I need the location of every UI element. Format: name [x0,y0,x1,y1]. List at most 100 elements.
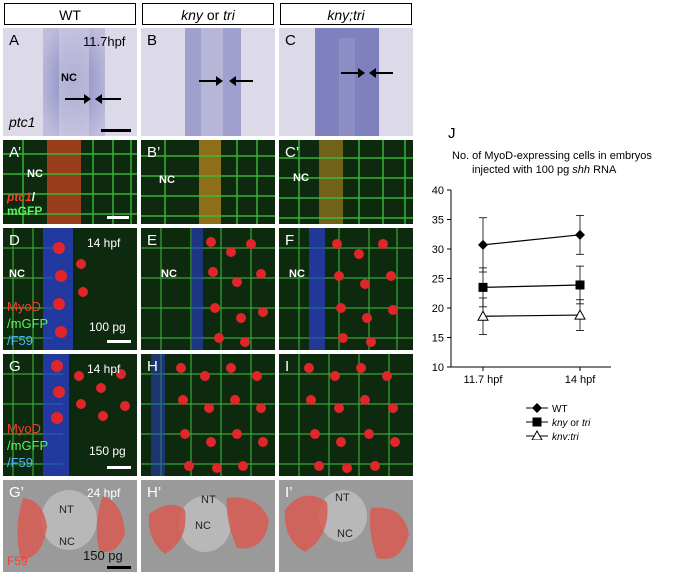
x-tick-label: 14 hpf [565,374,597,386]
panel-h-prime: H’ NT NC [141,480,275,572]
stage-label-g-prime: 24 hpf [87,486,121,500]
title-shh: shh [572,164,590,176]
ptc1-stain-a [43,28,105,136]
nt-label-g-prime: NT [59,504,74,516]
panel-g-prime: G’ 24 hpf NT NC F59 150 pg [3,480,137,572]
chart-j: J No. of MyoD-expressing cells in embryo… [432,125,652,440]
panel-e: E NC [141,228,275,350]
header-tri: tri [223,7,235,23]
confocal-image-f [279,228,413,350]
cross-section-h-prime [148,496,269,554]
dose-label-g-prime: 150 pg [83,548,123,563]
marker-f59-d: /F59 [7,333,34,348]
panel-h: H [141,354,275,476]
nc-label-e: NC [161,268,177,280]
stage-label-d: 14 hpf [87,236,121,250]
scale-bar-a [101,129,131,132]
arrow-left-b [229,76,253,86]
confocal-image-c-prime [279,140,413,224]
title-pre: injected with 100 pg [472,164,572,176]
series-line-0 [482,234,581,246]
panel-label-i: I [285,358,290,375]
scale-bar-g [107,466,131,469]
panel-i-prime: I’ NT NC [279,480,413,572]
marker-myod-g: MyoD [7,421,41,436]
legend-marker [532,403,542,413]
series-line-1 [482,284,581,288]
header-double: kny;tri [327,7,365,23]
confocal-image-b-prime [141,140,275,224]
panel-label-c: C [285,32,296,49]
column-header-kny-or-tri: kny or tri [142,3,274,25]
title-post: RNA [590,164,617,176]
arrow-right-b [199,76,223,86]
marker-label-a-prime: ptc1/ mGFP [7,190,42,218]
nc-label-c-prime: NC [293,172,309,184]
y-tick-label: 30 [432,244,444,256]
marker-ptc1: ptc1 [7,190,32,204]
data-point [575,229,585,240]
cross-section-g-prime [17,490,125,560]
confocal-image-h [141,354,275,476]
series-line-2 [482,314,581,317]
scale-bar-a-prime [107,216,129,219]
panel-label-b: B [147,32,158,49]
nc-label-d: NC [9,268,25,280]
arrow-right-a [65,94,91,104]
nc-label-a: NC [61,72,77,84]
arrow-left-c [369,68,393,78]
marker-mgfp-g: /mGFP [7,438,49,453]
confocal-image-i [279,354,413,476]
marker-label-d: MyoD /mGFP /F59 [7,298,48,349]
nc-label-a-prime: NC [27,168,43,180]
data-point [478,239,488,250]
nt-label-i-prime: NT [335,492,350,504]
scale-bar-g-prime [107,566,131,569]
cross-section-i-prime [284,490,409,559]
panel-label-g-prime: G’ [9,484,24,501]
nc-label-f: NC [289,268,305,280]
column-header-kny-tri: kny;tri [280,3,412,25]
arrow-left-a [95,94,121,104]
panel-g: G 14 hpf MyoD /mGFP /F59 150 pg [3,354,137,476]
marker-slash: / [31,190,36,204]
dose-label-d: 100 pg [89,320,126,334]
nc-label-h-prime: NC [195,520,211,532]
nt-label-h-prime: NT [201,494,216,506]
arrow-right-c [341,68,365,78]
gene-label-a: ptc1 [9,114,36,130]
legend-label: WT [552,404,568,415]
nc-label-b-prime: NC [159,174,175,186]
stage-label-a: 11.7hpf [83,34,126,49]
chart-panel-label: J [448,125,456,142]
marker-f59-g: /F59 [7,455,34,470]
panel-i: I [279,354,413,476]
data-point [477,310,489,321]
header-kny: kny [181,7,203,23]
legend-label-part: kny [552,418,569,429]
panel-label-d: D [9,232,20,249]
nc-label-g-prime: NC [59,536,75,548]
panel-f: F NC [279,228,413,350]
marker-label-g: MyoD /mGFP /F59 [7,420,48,471]
panel-label-f: F [285,232,295,249]
panel-label-a-prime: A’ [9,144,22,161]
panel-label-a: A [9,32,20,49]
dose-label-g: 150 pg [89,444,126,458]
ptc1-stain-b [185,28,241,136]
legend-label-part: tri [582,418,591,429]
y-tick-label: 10 [432,362,444,374]
y-tick-label: 15 [432,333,444,345]
stage-label-g: 14 hpf [87,362,121,376]
ptc1-stain-c [315,28,379,136]
panel-label-h-prime: H’ [147,484,162,501]
panel-d: D 14 hpf NC MyoD /mGFP /F59 100 pg [3,228,137,350]
confocal-image-a-prime [3,140,137,224]
legend-label: kny;tri [552,432,579,440]
nc-label-i-prime: NC [337,528,353,540]
confocal-image-g [3,354,130,476]
chart-title-line2: injected with 100 pg shh RNA [472,164,617,176]
legend-label-part: WT [552,404,568,415]
confocal-image-d [3,228,88,350]
legend-label-part: kny;tri [552,432,579,440]
